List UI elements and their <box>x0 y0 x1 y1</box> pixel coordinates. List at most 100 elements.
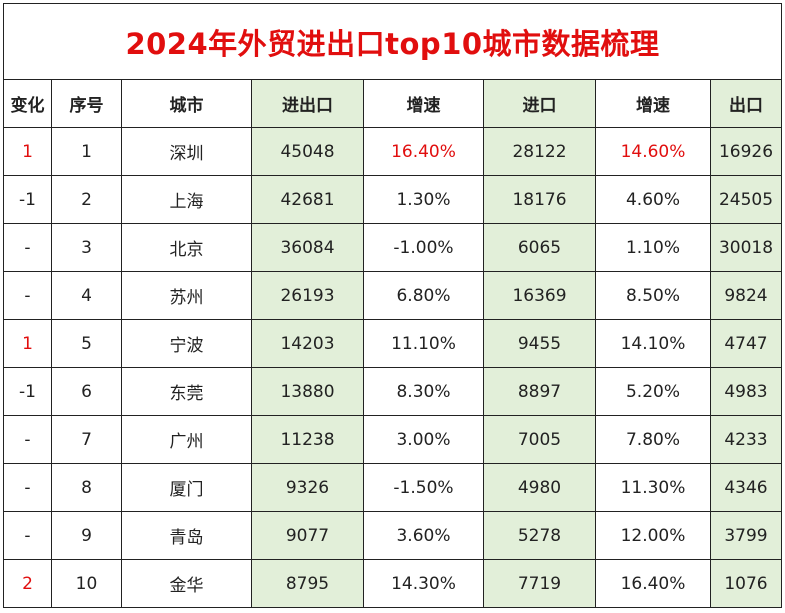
import-growth-cell: 12.00% <box>595 511 711 560</box>
total-growth-cell: 11.10% <box>363 319 484 368</box>
header-total: 进出口 <box>251 79 364 128</box>
change-cell: 1 <box>3 319 52 368</box>
table-row: 1 1 深圳 45048 16.40% 28122 14.60% 16926 <box>3 127 782 176</box>
rank-cell: 7 <box>51 415 122 464</box>
total-growth-cell: 3.00% <box>363 415 484 464</box>
header-change: 变化 <box>3 79 52 128</box>
city-cell: 青岛 <box>121 511 252 560</box>
city-cell: 金华 <box>121 559 252 608</box>
total-cell: 42681 <box>251 175 364 224</box>
table-row: -1 2 上海 42681 1.30% 18176 4.60% 24505 <box>3 175 782 224</box>
header-export: 出口 <box>710 79 782 128</box>
export-cell: 4346 <box>710 463 782 512</box>
change-cell: - <box>3 271 52 320</box>
import-cell: 8897 <box>483 367 596 416</box>
import-growth-cell: 14.10% <box>595 319 711 368</box>
import-cell: 16369 <box>483 271 596 320</box>
import-growth-cell: 14.60% <box>595 127 711 176</box>
total-growth-cell: 16.40% <box>363 127 484 176</box>
import-growth-cell: 5.20% <box>595 367 711 416</box>
change-cell: - <box>3 463 52 512</box>
table-row: -8 厦门 9326 -1.50% 4980 11.30% 4346 <box>3 463 782 512</box>
rank-cell: 10 <box>51 559 122 608</box>
table-row: -4 苏州 26193 6.80% 16369 8.50% 9824 <box>3 271 782 320</box>
total-growth-cell: 8.30% <box>363 367 484 416</box>
export-cell: 24505 <box>710 175 782 224</box>
rank-cell: 6 <box>51 367 122 416</box>
header-city: 城市 <box>121 79 252 128</box>
total-cell: 9326 <box>251 463 364 512</box>
table-title: 2024年外贸进出口top10城市数据梳理 <box>3 3 782 80</box>
trade-table: 2024年外贸进出口top10城市数据梳理 变化 序号 城市 进出口 增速 进口… <box>3 3 782 608</box>
city-cell: 苏州 <box>121 271 252 320</box>
import-growth-cell: 16.40% <box>595 559 711 608</box>
city-cell: 广州 <box>121 415 252 464</box>
rank-cell: 8 <box>51 463 122 512</box>
import-growth-cell: 4.60% <box>595 175 711 224</box>
rank-cell: 3 <box>51 223 122 272</box>
table-row: -7 广州 11238 3.00% 7005 7.80% 4233 <box>3 415 782 464</box>
total-cell: 36084 <box>251 223 364 272</box>
city-cell: 厦门 <box>121 463 252 512</box>
rank-cell: 2 <box>51 175 122 224</box>
city-cell: 上海 <box>121 175 252 224</box>
change-cell: 1 <box>3 127 52 176</box>
import-cell: 7005 <box>483 415 596 464</box>
import-cell: 6065 <box>483 223 596 272</box>
export-cell: 9824 <box>710 271 782 320</box>
table-row: -3 北京 36084 -1.00% 6065 1.10% 30018 <box>3 223 782 272</box>
header-import: 进口 <box>483 79 596 128</box>
import-growth-cell: 11.30% <box>595 463 711 512</box>
header-row: 变化 序号 城市 进出口 增速 进口 增速 出口 <box>3 79 782 128</box>
total-growth-cell: 14.30% <box>363 559 484 608</box>
total-cell: 13880 <box>251 367 364 416</box>
total-cell: 45048 <box>251 127 364 176</box>
table-row: -1 6 东莞 13880 8.30% 8897 5.20% 4983 <box>3 367 782 416</box>
city-cell: 东莞 <box>121 367 252 416</box>
total-cell: 14203 <box>251 319 364 368</box>
rank-cell: 5 <box>51 319 122 368</box>
total-growth-cell: -1.50% <box>363 463 484 512</box>
city-cell: 宁波 <box>121 319 252 368</box>
change-cell: - <box>3 415 52 464</box>
total-growth-cell: 3.60% <box>363 511 484 560</box>
total-growth-cell: 6.80% <box>363 271 484 320</box>
rank-cell: 4 <box>51 271 122 320</box>
import-cell: 9455 <box>483 319 596 368</box>
table-row: -9 青岛 9077 3.60% 5278 12.00% 3799 <box>3 511 782 560</box>
change-cell: - <box>3 223 52 272</box>
city-cell: 深圳 <box>121 127 252 176</box>
total-cell: 11238 <box>251 415 364 464</box>
change-cell: -1 <box>3 175 52 224</box>
total-cell: 26193 <box>251 271 364 320</box>
total-growth-cell: -1.00% <box>363 223 484 272</box>
table-row: 1 5 宁波 14203 11.10% 9455 14.10% 4747 <box>3 319 782 368</box>
rank-cell: 1 <box>51 127 122 176</box>
table-body: 1 1 深圳 45048 16.40% 28122 14.60% 16926 -1 2 上海 4268… <box>3 127 782 608</box>
import-cell: 7719 <box>483 559 596 608</box>
change-cell: - <box>3 511 52 560</box>
import-cell: 4980 <box>483 463 596 512</box>
import-cell: 5278 <box>483 511 596 560</box>
export-cell: 16926 <box>710 127 782 176</box>
import-growth-cell: 1.10% <box>595 223 711 272</box>
change-cell: 2 <box>3 559 52 608</box>
export-cell: 4747 <box>710 319 782 368</box>
import-growth-cell: 8.50% <box>595 271 711 320</box>
export-cell: 4233 <box>710 415 782 464</box>
header-import-growth: 增速 <box>595 79 711 128</box>
import-cell: 18176 <box>483 175 596 224</box>
header-total-growth: 增速 <box>363 79 484 128</box>
total-cell: 9077 <box>251 511 364 560</box>
export-cell: 1076 <box>710 559 782 608</box>
table-row: 2 10 金华 8795 14.30% 7719 16.40% 1076 <box>3 559 782 608</box>
export-cell: 30018 <box>710 223 782 272</box>
export-cell: 4983 <box>710 367 782 416</box>
import-cell: 28122 <box>483 127 596 176</box>
header-rank: 序号 <box>51 79 122 128</box>
import-growth-cell: 7.80% <box>595 415 711 464</box>
city-cell: 北京 <box>121 223 252 272</box>
total-cell: 8795 <box>251 559 364 608</box>
export-cell: 3799 <box>710 511 782 560</box>
